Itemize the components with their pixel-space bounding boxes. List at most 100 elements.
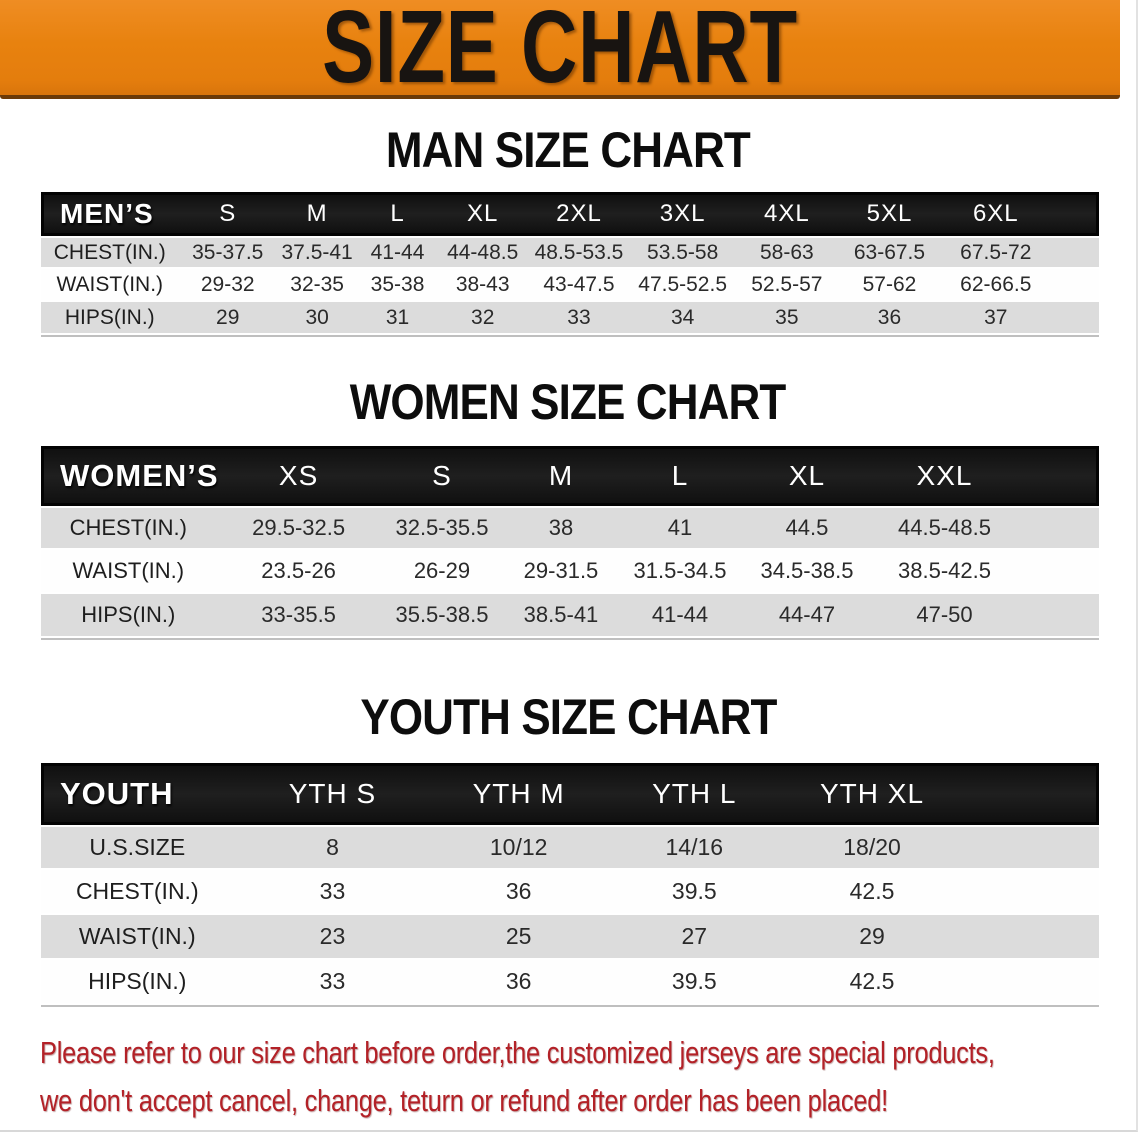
banner-title: SIZE CHART: [322, 0, 798, 105]
header-filler-cell: [961, 763, 1099, 825]
measurement-row: HIPS(IN.) 33-35.5 35.5-38.5 38.5-41 41-44 44-…: [41, 594, 1099, 638]
size-value-cell: 14/16: [605, 825, 783, 870]
measurement-row: WAIST(IN.) 23 25 27 29: [41, 915, 1099, 960]
size-column-header: L: [619, 446, 741, 506]
size-value-cell: 58-63: [735, 236, 839, 269]
measurement-row-label: CHEST(IN.): [41, 870, 234, 915]
size-column-header: XL: [740, 446, 874, 506]
measurement-row: U.S.SIZE 8 10/12 14/16 18/20: [41, 825, 1099, 870]
size-value-cell: 30: [276, 302, 358, 335]
size-value-cell: 34: [630, 302, 736, 335]
size-column-header: 5XL: [838, 192, 941, 236]
size-value-cell: 42.5: [782, 960, 962, 1005]
row-filler-cell: [961, 825, 1099, 870]
size-column-header: XS: [215, 446, 382, 506]
size-value-cell: 32-35: [276, 269, 358, 302]
size-value-cell: 29: [178, 302, 277, 335]
measurement-row: HIPS(IN.) 33 36 39.5 42.5: [41, 960, 1099, 1005]
size-value-cell: 18/20: [782, 825, 962, 870]
size-value-cell: 23: [233, 915, 432, 960]
size-value-cell: 36: [838, 302, 941, 335]
header-filler-cell: [1015, 446, 1099, 506]
size-value-cell: 32: [437, 302, 528, 335]
mens-size-table: MEN’S S M L XL 2XL 3XL 4XL 5XL 6XL CHEST(IN.) 35-37…: [41, 192, 1099, 337]
size-value-cell: 38.5-41: [502, 594, 620, 638]
size-value-cell: 44-47: [740, 594, 874, 638]
measurement-row: CHEST(IN.) 29.5-32.5 32.5-35.5 38 41 44.5 44.5…: [41, 506, 1099, 550]
size-value-cell: 63-67.5: [838, 236, 941, 269]
size-chart-banner: SIZE CHART: [0, 0, 1120, 99]
youth-section-heading-text: YOUTH SIZE CHART: [359, 689, 777, 745]
size-value-cell: 36: [431, 870, 606, 915]
size-value-cell: 10/12: [431, 825, 606, 870]
order-policy-note: Please refer to our size chart before or…: [40, 1029, 1136, 1125]
size-value-cell: 53.5-58: [630, 236, 736, 269]
measurement-row-label: CHEST(IN.): [41, 506, 216, 550]
size-value-cell: 52.5-57: [735, 269, 839, 302]
man-size-section: MAN SIZE CHART MEN’S S M L XL 2XL 3XL 4XL 5XL 6XL…: [0, 125, 1136, 337]
measurement-row: HIPS(IN.) 29 30 31 32 33 34 35 36 37: [41, 302, 1099, 335]
size-value-cell: 41: [619, 506, 741, 550]
row-filler-cell: [1051, 269, 1099, 302]
row-filler-cell: [1051, 236, 1099, 269]
row-filler-cell: [961, 915, 1099, 960]
size-table-header-row: WOMEN’S XS S M L XL XXL: [41, 446, 1099, 506]
order-policy-line-1: Please refer to our size chart before or…: [40, 1035, 995, 1070]
women-section-heading-text: WOMEN SIZE CHART: [350, 374, 787, 430]
measurement-row-label: HIPS(IN.): [41, 302, 179, 335]
size-column-header: 2XL: [527, 192, 631, 236]
size-value-cell: 33: [233, 960, 432, 1005]
size-value-cell: 39.5: [605, 960, 783, 1005]
size-value-cell: 31.5-34.5: [619, 550, 741, 594]
size-value-cell: 44.5-48.5: [873, 506, 1016, 550]
size-column-header: 4XL: [735, 192, 839, 236]
row-filler-cell: [1051, 302, 1099, 335]
size-value-cell: 57-62: [838, 269, 941, 302]
size-value-cell: 39.5: [605, 870, 783, 915]
size-value-cell: 67.5-72: [940, 236, 1052, 269]
size-value-cell: 42.5: [782, 870, 962, 915]
measurement-row-label: HIPS(IN.): [41, 594, 216, 638]
size-value-cell: 41-44: [619, 594, 741, 638]
size-value-cell: 38-43: [437, 269, 528, 302]
size-value-cell: 38.5-42.5: [873, 550, 1016, 594]
women-section-heading: WOMEN SIZE CHART: [0, 377, 1136, 427]
header-filler-cell: [1051, 192, 1099, 236]
size-value-cell: 26-29: [381, 550, 503, 594]
size-column-header: YTH XL: [782, 763, 962, 825]
size-value-cell: 25: [431, 915, 606, 960]
size-value-cell: 35-37.5: [178, 236, 277, 269]
size-value-cell: 34.5-38.5: [740, 550, 874, 594]
row-filler-cell: [961, 960, 1099, 1005]
size-value-cell: 33: [233, 870, 432, 915]
measurement-row: WAIST(IN.) 23.5-26 26-29 29-31.5 31.5-34.5 34…: [41, 550, 1099, 594]
size-value-cell: 41-44: [357, 236, 438, 269]
size-value-cell: 44.5: [740, 506, 874, 550]
size-column-header: YTH L: [605, 763, 783, 825]
size-column-header: XXL: [873, 446, 1016, 506]
size-value-cell: 43-47.5: [527, 269, 631, 302]
size-column-header: XL: [437, 192, 528, 236]
size-table-header-label: MEN’S: [41, 192, 179, 236]
row-filler-cell: [1015, 550, 1099, 594]
women-size-section: WOMEN SIZE CHART WOMEN’S XS S M L XL XXL CHEST(…: [0, 377, 1136, 640]
size-table-header-row: YOUTH YTH S YTH M YTH L YTH XL: [41, 763, 1099, 825]
size-value-cell: 33-35.5: [215, 594, 382, 638]
size-value-cell: 29-32: [178, 269, 277, 302]
size-value-cell: 29-31.5: [502, 550, 620, 594]
measurement-row-label: WAIST(IN.): [41, 915, 234, 960]
size-column-header: M: [276, 192, 358, 236]
size-value-cell: 47.5-52.5: [630, 269, 736, 302]
size-value-cell: 35: [735, 302, 839, 335]
size-value-cell: 37.5-41: [276, 236, 358, 269]
size-column-header: 6XL: [940, 192, 1052, 236]
size-value-cell: 32.5-35.5: [381, 506, 503, 550]
size-value-cell: 35-38: [357, 269, 438, 302]
size-value-cell: 29: [782, 915, 962, 960]
size-value-cell: 44-48.5: [437, 236, 528, 269]
row-filler-cell: [961, 870, 1099, 915]
measurement-row-label: CHEST(IN.): [41, 236, 179, 269]
size-value-cell: 35.5-38.5: [381, 594, 503, 638]
size-table-header-row: MEN’S S M L XL 2XL 3XL 4XL 5XL 6XL: [41, 192, 1099, 236]
